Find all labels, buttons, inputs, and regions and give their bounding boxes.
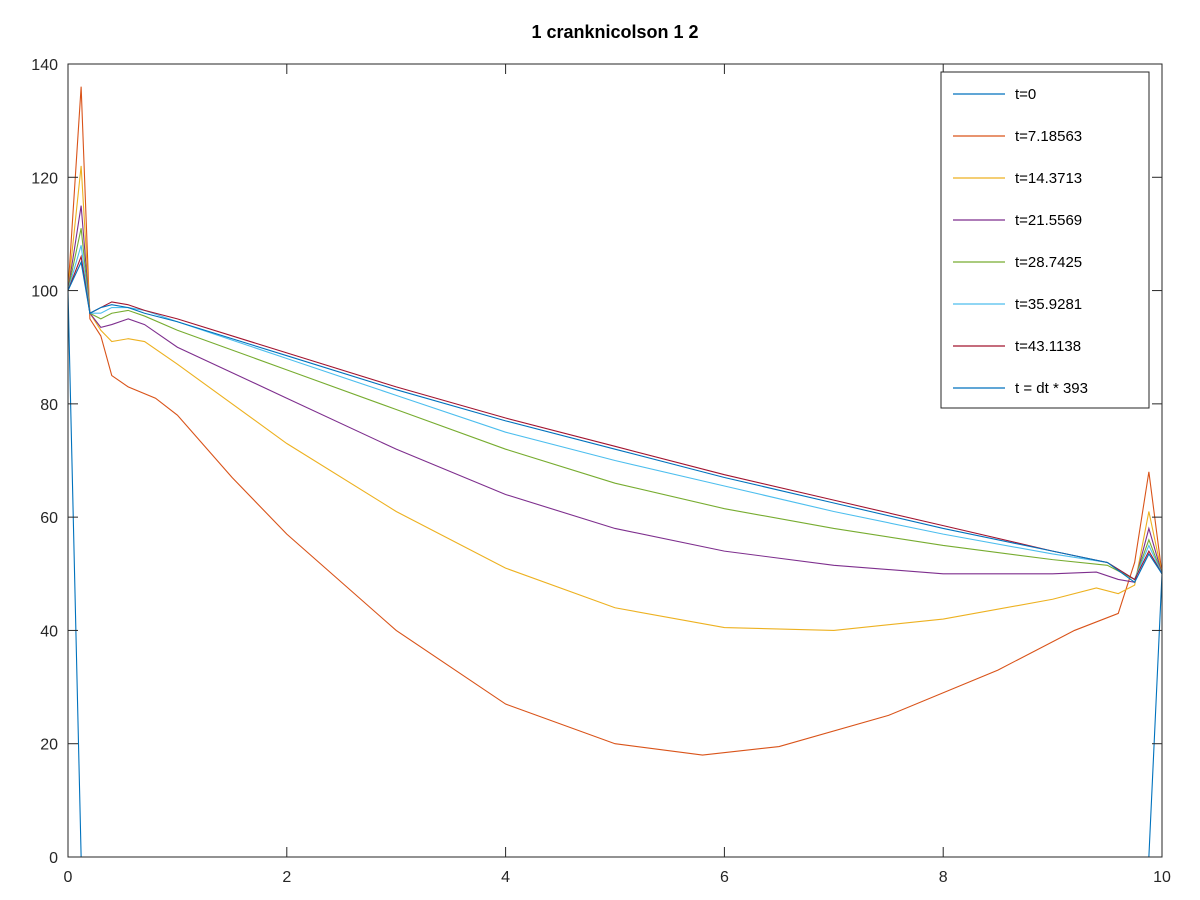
legend-label-8: t = dt * 393 [1015,380,1088,397]
legend-label-5: t=28.7425 [1015,254,1082,271]
series-line-5 [67,228,1163,581]
series-line-8 [67,260,1163,584]
x-tick-label-4: 4 [501,869,510,886]
y-tick-label-20: 20 [40,737,58,754]
y-tick-label-100: 100 [31,284,58,301]
y-tick-label-60: 60 [40,510,58,527]
x-tick-label-0: 0 [64,869,73,886]
x-tick-label-6: 6 [720,869,729,886]
series-line-2 [67,86,1163,756]
series-layer [67,86,1163,858]
y-tick-label-140: 140 [31,57,58,74]
y-tick-label-80: 80 [40,397,58,414]
legend: t=0 t=7.18563 t=14.3713 t=21.5569 t=28.7425 t… [940,71,1150,409]
y-tick-label-0: 0 [49,850,58,867]
legend-box [940,71,1150,409]
legend-label-3: t=14.3713 [1015,170,1082,187]
legend-label-7: t=43.1138 [1015,338,1081,355]
legend-label-2: t=7.18563 [1015,128,1082,145]
legend-label-4: t=21.5569 [1015,212,1082,229]
x-tick-label-2: 2 [282,869,291,886]
chart-title: 1 cranknicolson 1 2 [531,22,698,42]
legend-label-1: t=0 [1015,86,1036,103]
y-tick-label-120: 120 [31,170,58,187]
series-line-4 [67,205,1163,583]
series-line-3 [67,165,1163,631]
y-tick-label-40: 40 [40,623,58,640]
legend-label-6: t=35.9281 [1015,296,1082,313]
axes-box [67,63,1163,858]
x-tick-label-8: 8 [939,869,948,886]
x-tick-label-10: 10 [1153,869,1171,886]
